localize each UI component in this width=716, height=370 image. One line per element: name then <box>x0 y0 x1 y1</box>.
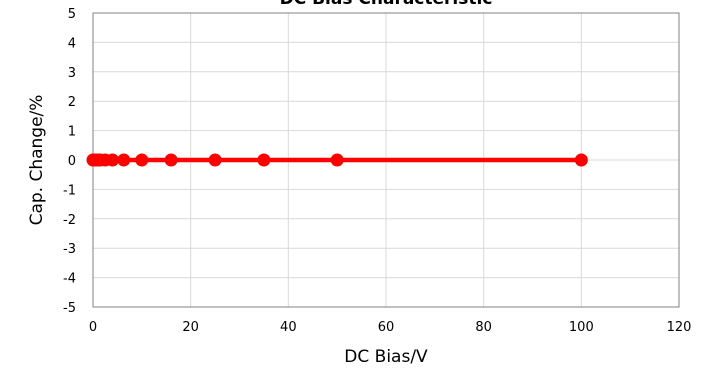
y-tick-label: 2 <box>68 95 76 110</box>
x-axis-title: DC Bias/V <box>344 347 428 367</box>
data-point <box>208 153 222 167</box>
x-tick-label: 100 <box>569 320 594 335</box>
data-point <box>135 153 149 167</box>
y-axis-title: Cap. Change/% <box>27 95 47 226</box>
y-tick-label: 3 <box>68 66 76 81</box>
data-point <box>106 153 120 167</box>
x-tick-label: 40 <box>280 320 297 335</box>
y-tick-label: 5 <box>68 7 76 22</box>
x-tick-label: 0 <box>89 320 97 335</box>
data-point <box>257 153 271 167</box>
y-tick-labels: -5 -4 -3 -2 -1 0 1 2 3 4 5 <box>63 7 76 316</box>
series-group <box>86 153 588 167</box>
x-tick-labels: 0 20 40 60 80 100 120 <box>89 320 692 335</box>
y-tick-label: 1 <box>68 125 76 140</box>
y-tick-label: -4 <box>63 272 76 287</box>
data-point <box>574 153 588 167</box>
data-point <box>164 153 178 167</box>
data-point <box>330 153 344 167</box>
x-tick-label: 80 <box>475 320 492 335</box>
y-tick-label: 4 <box>68 36 76 51</box>
data-point <box>117 153 131 167</box>
y-tick-label: -5 <box>63 301 76 316</box>
y-tick-label: -3 <box>63 242 76 257</box>
y-tick-label: 0 <box>68 154 76 169</box>
y-tick-label: -1 <box>63 183 76 198</box>
y-tick-label: -2 <box>63 213 76 228</box>
x-tick-label: 60 <box>378 320 395 335</box>
x-tick-label: 120 <box>667 320 692 335</box>
chart-title: DC Bias Characteristic <box>280 0 493 9</box>
x-tick-label: 20 <box>182 320 199 335</box>
